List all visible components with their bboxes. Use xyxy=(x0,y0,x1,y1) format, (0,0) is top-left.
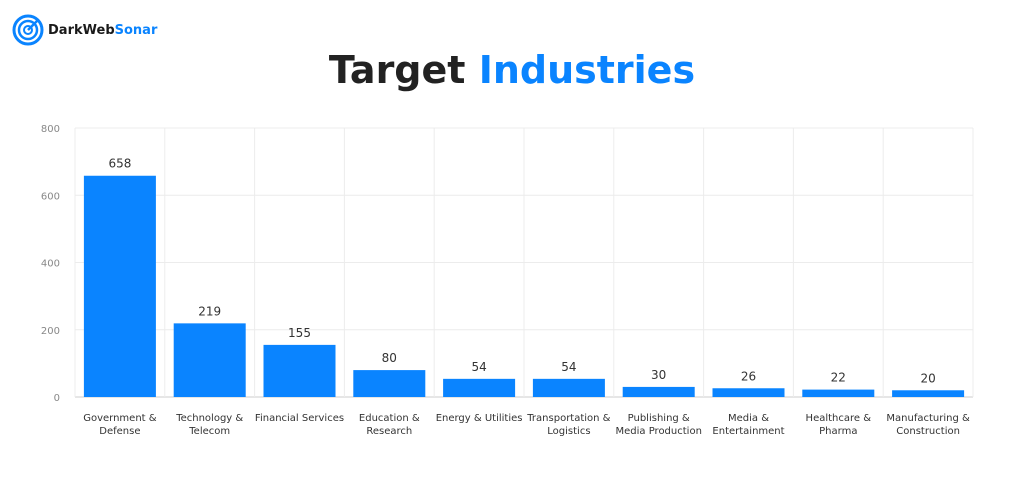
x-tick-label: Telecom xyxy=(188,426,230,437)
x-tick-label: Financial Services xyxy=(255,413,344,424)
y-tick-label: 400 xyxy=(41,259,60,270)
x-tick-label: Technology & xyxy=(175,413,243,424)
x-tick-label: Media Production xyxy=(615,426,701,437)
y-tick-label: 600 xyxy=(41,191,60,202)
brand-name: DarkWebSonar xyxy=(48,22,158,38)
bar xyxy=(443,378,516,397)
bar xyxy=(173,323,246,397)
x-tick-label: Publishing & xyxy=(628,413,690,424)
bar xyxy=(353,370,426,397)
data-label: 219 xyxy=(198,304,221,318)
data-label: 658 xyxy=(108,157,131,171)
x-tick-label: Government & xyxy=(83,413,157,424)
data-label: 20 xyxy=(920,371,935,385)
bar xyxy=(532,378,605,397)
data-label: 155 xyxy=(288,326,311,340)
y-tick-label: 200 xyxy=(41,326,60,337)
page-title: Target Industries xyxy=(328,48,696,92)
x-tick-label: Energy & Utilities xyxy=(436,413,523,424)
x-tick-label: Construction xyxy=(896,426,960,437)
data-label: 30 xyxy=(651,368,666,382)
x-tick-label: Media & xyxy=(728,413,769,424)
data-label: 54 xyxy=(471,360,486,374)
x-tick-label: Transportation & xyxy=(526,413,610,424)
bar xyxy=(83,175,156,397)
x-tick-label: Research xyxy=(366,426,412,437)
bar xyxy=(802,389,875,397)
bar xyxy=(712,388,785,397)
data-label: 54 xyxy=(561,360,576,374)
y-tick-label: 800 xyxy=(41,124,60,135)
x-tick-label: Education & xyxy=(359,413,420,424)
x-tick-label: Manufacturing & xyxy=(886,413,970,424)
data-label: 80 xyxy=(382,351,397,365)
y-tick-label: 0 xyxy=(54,393,60,404)
brand-logo: DarkWebSonar xyxy=(12,14,157,46)
x-tick-label: Logistics xyxy=(547,426,590,437)
data-label: 22 xyxy=(831,371,846,385)
x-tick-label: Pharma xyxy=(819,426,857,437)
x-tick-label: Healthcare & xyxy=(806,413,872,424)
x-tick-label: Defense xyxy=(99,426,140,437)
bar xyxy=(622,386,695,397)
x-tick-label: Entertainment xyxy=(712,426,784,437)
bar xyxy=(892,390,965,397)
data-label: 26 xyxy=(741,369,756,383)
radar-icon xyxy=(12,14,44,46)
bar xyxy=(263,344,336,397)
